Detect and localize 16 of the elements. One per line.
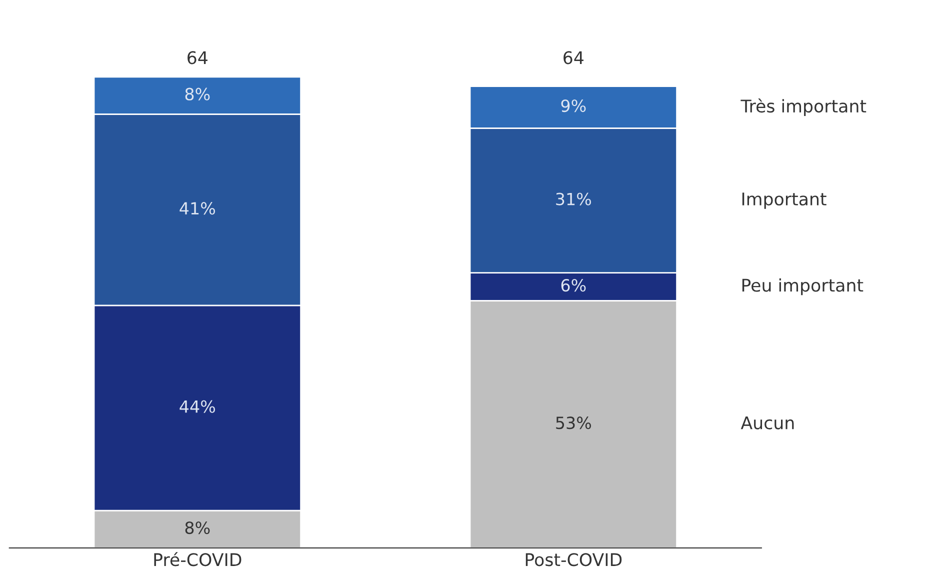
text: Peu important: [742, 278, 864, 296]
data-label: 8%: [185, 521, 210, 534]
text: Très important: [740, 98, 866, 116]
text: 64: [188, 51, 208, 64]
data-label: 31%: [556, 192, 591, 206]
text: Aucun: [740, 416, 794, 430]
data-label: 9%: [561, 99, 586, 112]
data-label: 41%: [180, 202, 215, 215]
data-label: 44%: [180, 400, 215, 413]
x-tick-label: Pré-COVID: [154, 552, 242, 566]
data-label: 6%: [561, 278, 586, 292]
text: Important: [742, 192, 826, 209]
text: 64: [564, 51, 584, 64]
x-tick-label: Post-COVID: [526, 553, 622, 566]
data-label: 8%: [185, 88, 210, 100]
data-label: 53%: [556, 416, 591, 430]
